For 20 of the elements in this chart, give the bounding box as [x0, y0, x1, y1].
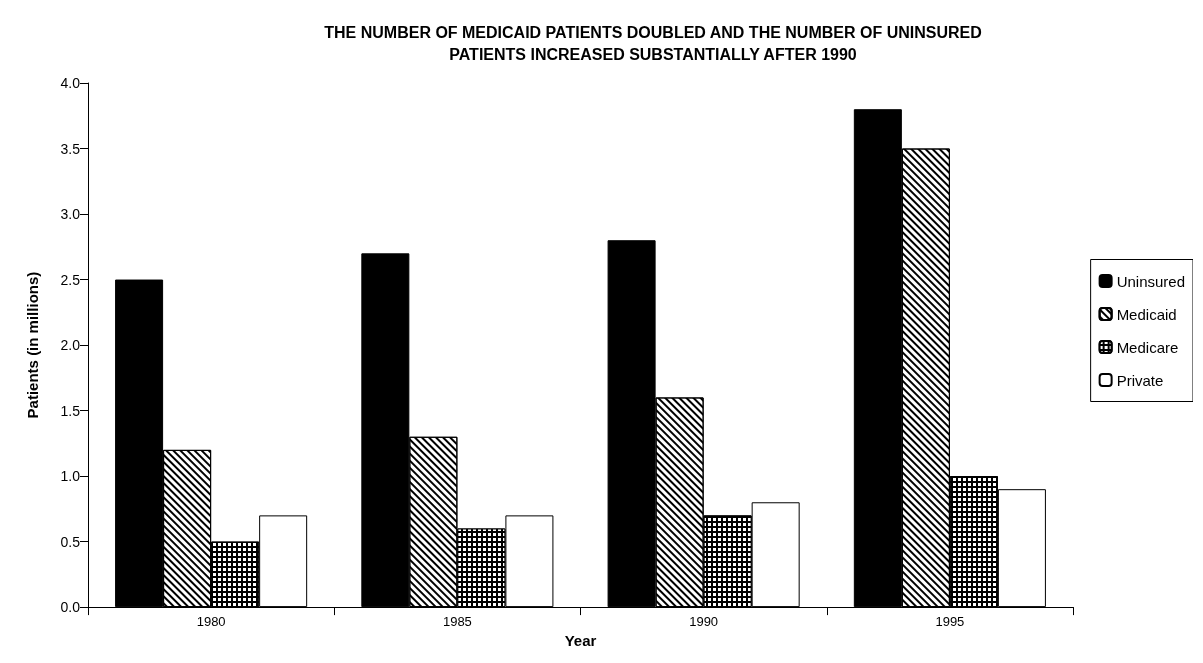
y-tick-label: 3.0 [60, 206, 81, 223]
x-tick-label: 1980 [196, 614, 226, 630]
y-tick-label: 3.5 [60, 140, 81, 157]
y-tick-label: 4.0 [60, 75, 81, 91]
y-tick-label: 1.0 [60, 468, 81, 485]
y-tick-label: 2.0 [60, 337, 81, 354]
x-axis-title: Year [564, 632, 597, 649]
legend-label: Medicaid [1116, 305, 1177, 323]
y-tick-label: 1.5 [60, 402, 81, 419]
x-tick-label: 1985 [442, 614, 472, 630]
y-tick-label: 0.5 [60, 533, 81, 550]
chart-title: THE NUMBER OF MEDICAID PATIENTS DOUBLED AND THE NUMBER OF UNINSURED PATIENTS INCREASED SUBSTANTIALLY AFTER 1990 [324, 23, 982, 63]
x-tick-label: 1995 [935, 614, 965, 630]
x-tick-label: 1990 [689, 614, 719, 630]
y-tick-label: 0.0 [60, 599, 81, 616]
y-axis-title: Patients (in millions) [24, 271, 41, 419]
y-tick-label: 2.5 [60, 271, 81, 288]
legend-label: Uninsured [1116, 272, 1185, 290]
legend-label: Medicare [1116, 338, 1179, 356]
legend-label: Private [1116, 371, 1164, 389]
